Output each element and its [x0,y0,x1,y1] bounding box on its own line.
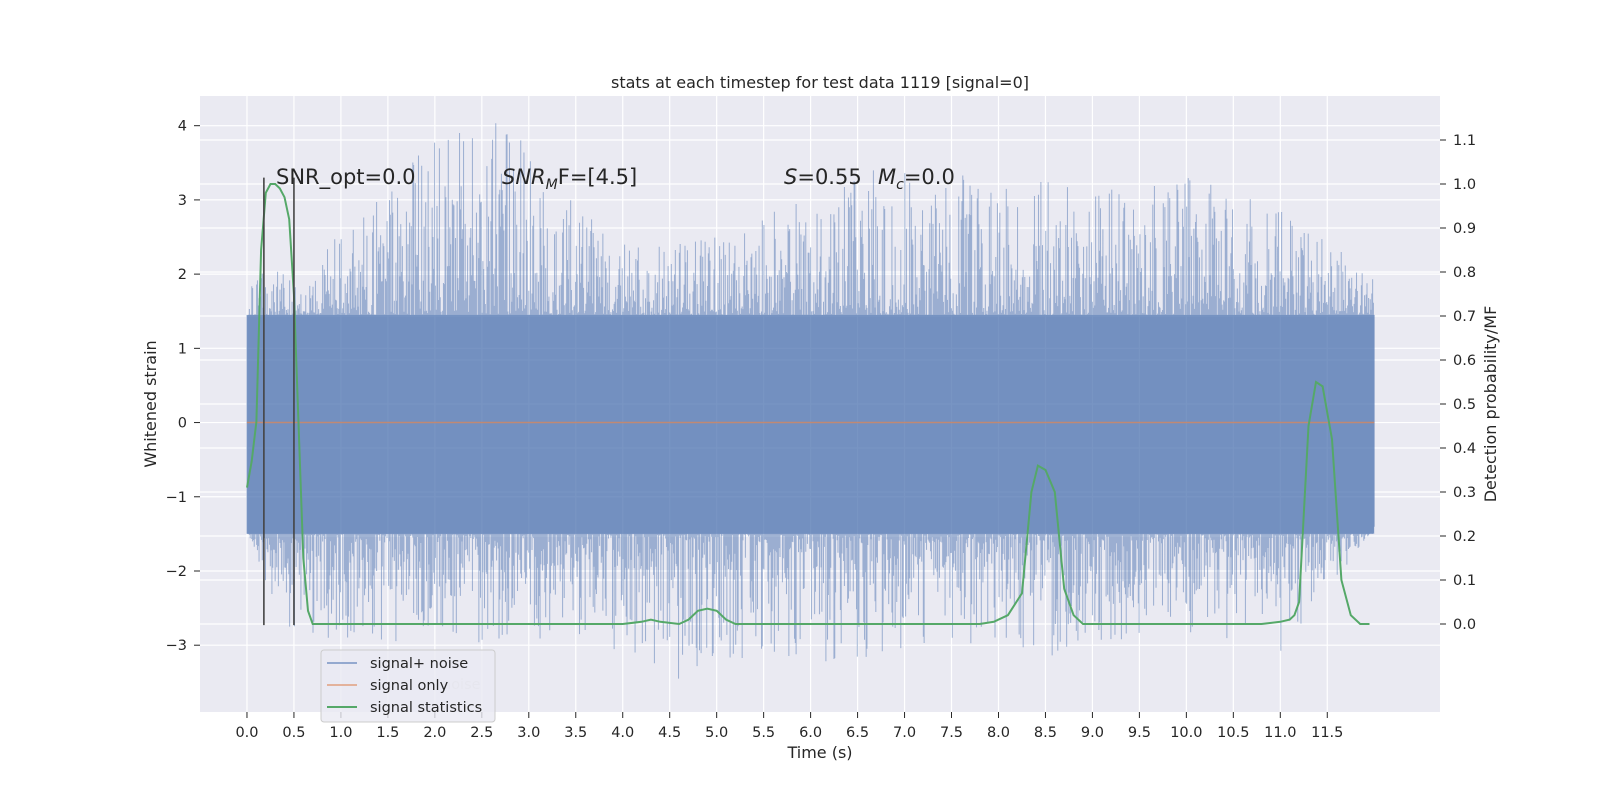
mc-symbol: M [878,165,896,189]
x-tick-label: 2.0 [423,725,446,741]
y2-tick-label: 0.6 [1453,353,1476,369]
noise-band-trace [246,123,1375,679]
y-tick-label: −1 [166,490,187,506]
legend-label-signal-only: signal only [370,678,449,694]
x-tick-label: 5.5 [752,725,775,741]
x-tick-label: 8.0 [987,725,1010,741]
y2-tick-label: 0.7 [1453,309,1476,325]
x-tick-label: 8.5 [1034,725,1057,741]
y-tick-label: 3 [178,193,187,209]
x-tick-label: 0.5 [282,725,305,741]
x-tick-label: 6.0 [799,725,822,741]
x-tick-label: 9.5 [1128,725,1151,741]
y-tick-label: 4 [178,119,187,135]
x-tick-label: 1.5 [376,725,399,741]
mc-subscript: c [896,177,904,193]
y2-tick-label: 1.0 [1453,177,1476,193]
y2-tick-label: 0.9 [1453,221,1476,237]
y2-tick-label: 0.1 [1453,573,1476,589]
x-tick-label: 7.0 [893,725,916,741]
x-tick-label: 10.5 [1217,725,1249,741]
y2-tick-label: 1.1 [1453,133,1476,149]
x-tick-label: 6.5 [846,725,869,741]
x-tick-label: 0.0 [235,725,258,741]
annotation-mc: Mc=0.0 [878,165,955,193]
legend-label-signal-statistics: signal statistics [370,700,482,716]
signal-statistics-line [246,183,1370,626]
x-axis-label: Time (s) [786,743,852,762]
x-tick-label: 10.0 [1170,725,1202,741]
annotation-s: S=0.55 [784,165,862,189]
y-tick-label: −3 [166,638,187,654]
chart-title: stats at each timestep for test data 111… [611,73,1029,92]
y2-tick-label: 0.4 [1453,441,1476,457]
ticks: 0.0 0.5 1.0 1.5 2.0 2.5 3.0 3.5 4.0 4.5 5.0 5.5 6.0 6… [166,119,1476,741]
y-axis-label: Whitened strain [141,340,160,467]
lines [246,183,1375,626]
s-symbol: S [784,165,797,189]
x-tick-label: 11.0 [1264,725,1296,741]
mc-value: =0.0 [904,165,955,189]
y2-tick-label: 0.8 [1453,265,1476,281]
x-tick-label: 5.0 [705,725,728,741]
snr-mf-subscript: M [546,177,558,193]
snr-mf-value: F=[4.5] [558,165,637,189]
y-tick-label: −2 [166,564,187,580]
y2-tick-label: 0.0 [1453,617,1476,633]
x-tick-label: 2.5 [470,725,493,741]
legend: signal+ noise signal only signal statist… [320,649,496,723]
y-tick-label: 2 [178,267,187,283]
x-tick-label: 3.0 [517,725,540,741]
signal-plus-noise-series [246,123,1375,679]
legend-box [320,649,496,723]
x-tick-label: 11.5 [1311,725,1343,741]
y2-tick-label: 0.5 [1453,397,1476,413]
s-value: =0.55 [797,165,861,189]
vertical-markers [263,177,295,626]
x-tick-label: 9.0 [1081,725,1104,741]
y2-axis-label: Detection probability/MF [1481,306,1500,503]
annotation-snr-mf: SNRMF=[4.5] [502,165,637,193]
x-tick-label: 4.0 [611,725,634,741]
x-tick-label: 7.5 [940,725,963,741]
annotation-snr-opt: SNR_opt=0.0 [276,165,416,190]
y2-tick-label: 0.2 [1453,529,1476,545]
x-tick-label: 3.5 [564,725,587,741]
y2-tick-label: 0.3 [1453,485,1476,501]
legend-label-signal-plus-noise: signal+ noise [370,656,468,672]
snr-mf-symbol: SNR [502,165,546,189]
y-tick-label: 0 [178,416,187,432]
y-tick-label: 1 [178,341,187,357]
x-tick-label: 1.0 [329,725,352,741]
x-tick-label: 4.5 [658,725,681,741]
